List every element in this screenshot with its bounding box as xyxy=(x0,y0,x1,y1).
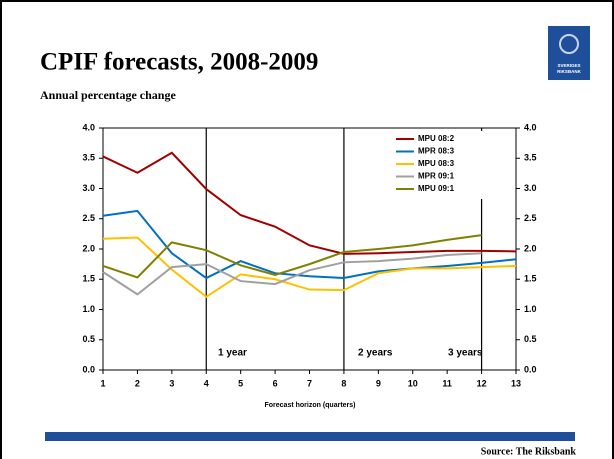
x-tick-label: 1 xyxy=(100,378,105,388)
x-tick-label: 4 xyxy=(204,378,209,388)
series-line xyxy=(102,234,482,279)
x-tick-label: 5 xyxy=(238,378,243,388)
y2-tick-label: 3.0 xyxy=(524,183,537,193)
logo: SVERIGES RIKSBANK xyxy=(548,26,590,80)
y-tick-label: 2.0 xyxy=(82,243,95,253)
series-line xyxy=(102,252,482,296)
y-tick-label: 4.0 xyxy=(82,122,95,132)
x-axis-label: Forecast horizon (quarters) xyxy=(264,402,355,409)
series-line xyxy=(102,236,517,299)
x-tick-label: 13 xyxy=(511,378,521,388)
y2-tick-label: 2.5 xyxy=(524,213,537,223)
y2-tick-label: 0.5 xyxy=(524,334,537,344)
title: CPIF forecasts, 2008-2009 xyxy=(40,49,318,76)
y-tick-label: 0.0 xyxy=(82,364,95,374)
x-tick-label: 8 xyxy=(341,378,346,388)
y2-tick-label: 1.0 xyxy=(524,304,537,314)
y-tick-label: 3.5 xyxy=(82,153,95,163)
chart: 0.0 0.5 1.0 1.5 2.0 2.5 3.0 3.5 4.0 0.0 0.5 1.0 1.5 2… xyxy=(82,122,536,388)
y-tick-label: 2.5 xyxy=(82,213,95,223)
x-tick-label: 10 xyxy=(408,378,418,388)
x-tick-label: 7 xyxy=(307,378,312,388)
series-line xyxy=(102,209,517,280)
subtitle: Annual percentage change xyxy=(40,88,176,102)
y-tick-label: 0.5 xyxy=(82,334,95,344)
x-tick-label: 12 xyxy=(477,378,487,388)
legend-label: MPR 09:1 xyxy=(418,172,455,181)
legend-label: MPU 08:2 xyxy=(418,134,455,143)
footer-bar xyxy=(45,432,575,441)
annotation: 3 years xyxy=(448,348,483,359)
y-tick-label: 3.0 xyxy=(82,183,95,193)
logo-text: RIKSBANK xyxy=(557,69,582,74)
y2-tick-label: 1.5 xyxy=(524,274,537,284)
y-tick-label: 1.5 xyxy=(82,274,95,284)
x-tick-label: 11 xyxy=(442,378,452,388)
y2-tick-label: 0.0 xyxy=(524,364,537,374)
legend-label: MPU 08:3 xyxy=(418,159,455,168)
x-tick-label: 2 xyxy=(135,378,140,388)
y2-tick-label: 2.0 xyxy=(524,243,537,253)
logo-emblem xyxy=(559,34,579,54)
legend-label: MPU 09:1 xyxy=(418,184,455,193)
y-tick-label: 1.0 xyxy=(82,304,95,314)
legend-label: MPR 08:3 xyxy=(418,147,455,156)
series-line xyxy=(102,151,517,255)
annotation: 2 years xyxy=(358,348,393,359)
y2-tick-label: 4.0 xyxy=(524,122,537,132)
y2-tick-label: 3.5 xyxy=(524,153,537,163)
x-tick-label: 3 xyxy=(169,378,174,388)
x-tick-label: 6 xyxy=(273,378,278,388)
annotation: 1 year xyxy=(218,348,247,359)
logo-text: SVERIGES xyxy=(557,63,580,68)
x-tick-label: 9 xyxy=(376,378,381,388)
source: Source: The Riksbank xyxy=(481,446,577,457)
